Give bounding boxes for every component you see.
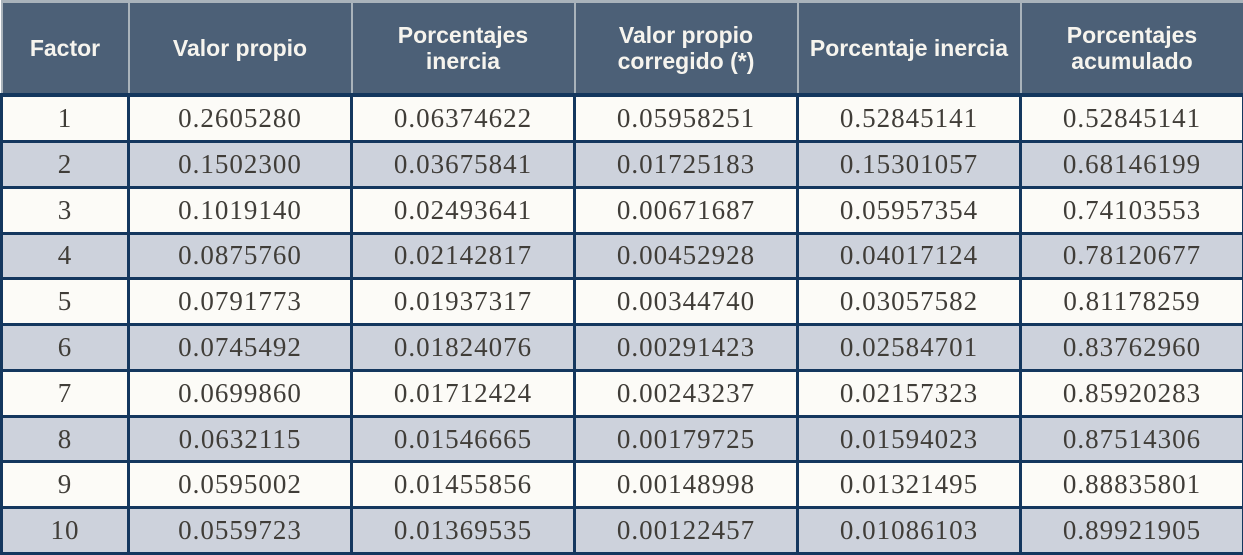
value-cell: 0.78120677 bbox=[1019, 231, 1243, 281]
value-cell: 0.01594023 bbox=[796, 414, 1022, 464]
value-cell: 0.00179725 bbox=[573, 414, 799, 464]
value-cell: 0.74103553 bbox=[1019, 185, 1243, 235]
header-row: Factor Valor propio Porcentajes inercia … bbox=[0, 0, 1243, 97]
value-cell: 0.0699860 bbox=[127, 368, 353, 418]
value-cell: 0.1502300 bbox=[127, 139, 353, 189]
column-header-factor: Factor bbox=[0, 0, 130, 97]
table-row: 8 0.0632115 0.01546665 0.00179725 0.01594023… bbox=[0, 414, 1243, 464]
value-cell: 0.0559723 bbox=[127, 506, 353, 555]
value-cell: 0.01546665 bbox=[350, 414, 576, 464]
value-cell: 0.2605280 bbox=[127, 93, 353, 143]
value-cell: 0.00291423 bbox=[573, 323, 799, 372]
column-header-valor-propio-corregido: Valor propio corregido (*) bbox=[573, 0, 799, 97]
value-cell: 0.0791773 bbox=[127, 277, 353, 327]
value-cell: 0.85920283 bbox=[1019, 368, 1243, 418]
value-cell: 0.01455856 bbox=[350, 460, 576, 510]
value-cell: 0.02142817 bbox=[350, 231, 576, 281]
value-cell: 0.83762960 bbox=[1019, 323, 1243, 372]
value-cell: 0.00122457 bbox=[573, 506, 799, 555]
value-cell: 0.00671687 bbox=[573, 185, 799, 235]
value-cell: 0.52845141 bbox=[796, 93, 1022, 143]
value-cell: 0.81178259 bbox=[1019, 277, 1243, 327]
table-row: 6 0.0745492 0.01824076 0.00291423 0.02584701… bbox=[0, 323, 1243, 372]
factor-cell: 9 bbox=[0, 460, 130, 510]
column-header-porcentajes-inercia: Porcentajes inercia bbox=[350, 0, 576, 97]
table-row: 3 0.1019140 0.02493641 0.00671687 0.05957354… bbox=[0, 185, 1243, 235]
value-cell: 0.03675841 bbox=[350, 139, 576, 189]
value-cell: 0.0632115 bbox=[127, 414, 353, 464]
table-row: 4 0.0875760 0.02142817 0.00452928 0.04017124… bbox=[0, 231, 1243, 281]
value-cell: 0.68146199 bbox=[1019, 139, 1243, 189]
value-cell: 0.0595002 bbox=[127, 460, 353, 510]
value-cell: 0.15301057 bbox=[796, 139, 1022, 189]
column-header-valor-propio: Valor propio bbox=[127, 0, 353, 97]
value-cell: 0.06374622 bbox=[350, 93, 576, 143]
value-cell: 0.52845141 bbox=[1019, 93, 1243, 143]
value-cell: 0.01824076 bbox=[350, 323, 576, 372]
factor-cell: 8 bbox=[0, 414, 130, 464]
value-cell: 0.02584701 bbox=[796, 323, 1022, 372]
factor-cell: 7 bbox=[0, 368, 130, 418]
table-row: 10 0.0559723 0.01369535 0.00122457 0.0108610… bbox=[0, 506, 1243, 555]
value-cell: 0.04017124 bbox=[796, 231, 1022, 281]
table-row: 9 0.0595002 0.01455856 0.00148998 0.01321495… bbox=[0, 460, 1243, 510]
value-cell: 0.03057582 bbox=[796, 277, 1022, 327]
value-cell: 0.01712424 bbox=[350, 368, 576, 418]
table-row: 1 0.2605280 0.06374622 0.05958251 0.52845141… bbox=[0, 93, 1243, 143]
column-header-porcentaje-inercia: Porcentaje inercia bbox=[796, 0, 1022, 97]
value-cell: 0.02493641 bbox=[350, 185, 576, 235]
column-header-porcentajes-acumulado: Porcentajes acumulado bbox=[1019, 0, 1243, 97]
factor-cell: 1 bbox=[0, 93, 130, 143]
value-cell: 0.00344740 bbox=[573, 277, 799, 327]
value-cell: 0.02157323 bbox=[796, 368, 1022, 418]
value-cell: 0.0745492 bbox=[127, 323, 353, 372]
value-cell: 0.88835801 bbox=[1019, 460, 1243, 510]
value-cell: 0.05957354 bbox=[796, 185, 1022, 235]
factor-cell: 4 bbox=[0, 231, 130, 281]
value-cell: 0.01086103 bbox=[796, 506, 1022, 555]
factor-cell: 3 bbox=[0, 185, 130, 235]
value-cell: 0.01937317 bbox=[350, 277, 576, 327]
value-cell: 0.0875760 bbox=[127, 231, 353, 281]
factor-cell: 2 bbox=[0, 139, 130, 189]
table-row: 5 0.0791773 0.01937317 0.00344740 0.03057582… bbox=[0, 277, 1243, 327]
value-cell: 0.1019140 bbox=[127, 185, 353, 235]
table-row: 7 0.0699860 0.01712424 0.00243237 0.02157323… bbox=[0, 368, 1243, 418]
factor-cell: 6 bbox=[0, 323, 130, 372]
value-cell: 0.00452928 bbox=[573, 231, 799, 281]
value-cell: 0.05958251 bbox=[573, 93, 799, 143]
value-cell: 0.00148998 bbox=[573, 460, 799, 510]
value-cell: 0.01369535 bbox=[350, 506, 576, 555]
table-body: 1 0.2605280 0.06374622 0.05958251 0.52845141… bbox=[0, 93, 1243, 555]
value-cell: 0.01321495 bbox=[796, 460, 1022, 510]
table-header: Factor Valor propio Porcentajes inercia … bbox=[0, 0, 1243, 97]
value-cell: 0.89921905 bbox=[1019, 506, 1243, 555]
table-row: 2 0.1502300 0.03675841 0.01725183 0.15301057… bbox=[0, 139, 1243, 189]
value-cell: 0.01725183 bbox=[573, 139, 799, 189]
value-cell: 0.00243237 bbox=[573, 368, 799, 418]
value-cell: 0.87514306 bbox=[1019, 414, 1243, 464]
factor-cell: 10 bbox=[0, 506, 130, 555]
factor-cell: 5 bbox=[0, 277, 130, 327]
